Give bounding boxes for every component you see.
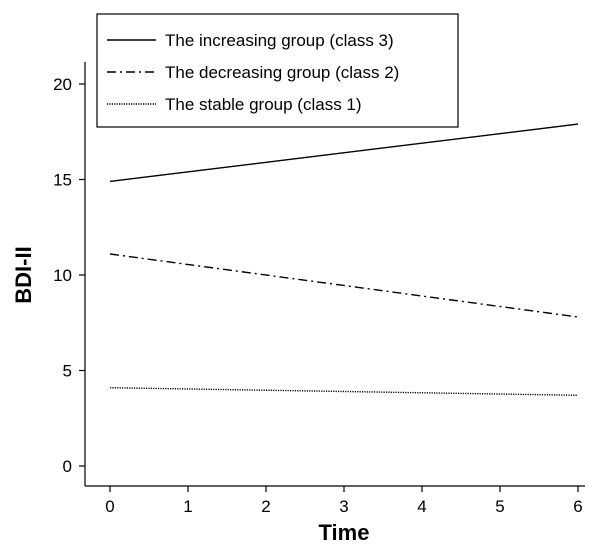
series-line-1	[110, 124, 578, 181]
x-tick-label: 4	[417, 497, 426, 516]
legend-label: The decreasing group (class 2)	[165, 63, 399, 82]
legend-label: The increasing group (class 3)	[165, 31, 394, 50]
series-lines	[110, 124, 578, 395]
y-tick-label: 10	[53, 266, 72, 285]
legend: The increasing group (class 3) The decrea…	[97, 14, 458, 127]
x-tick-label: 0	[105, 497, 114, 516]
x-tick-label: 3	[339, 497, 348, 516]
x-axis-title: Time	[319, 520, 370, 545]
series-line-2	[110, 254, 578, 317]
y-tick-label: 15	[53, 171, 72, 190]
legend-label: The stable group (class 1)	[165, 95, 362, 114]
y-tick-label: 5	[63, 362, 72, 381]
x-ticks: 0 1 2 3 4 5 6	[105, 486, 582, 516]
y-tick-label: 20	[53, 75, 72, 94]
x-tick-label: 1	[183, 497, 192, 516]
y-tick-label: 0	[63, 457, 72, 476]
series-line-3	[110, 388, 578, 396]
y-ticks: 0 5 10 15 20	[53, 75, 85, 476]
y-axis-title: BDI-II	[11, 246, 36, 303]
x-tick-label: 6	[573, 497, 582, 516]
x-tick-label: 5	[495, 497, 504, 516]
x-tick-label: 2	[261, 497, 270, 516]
